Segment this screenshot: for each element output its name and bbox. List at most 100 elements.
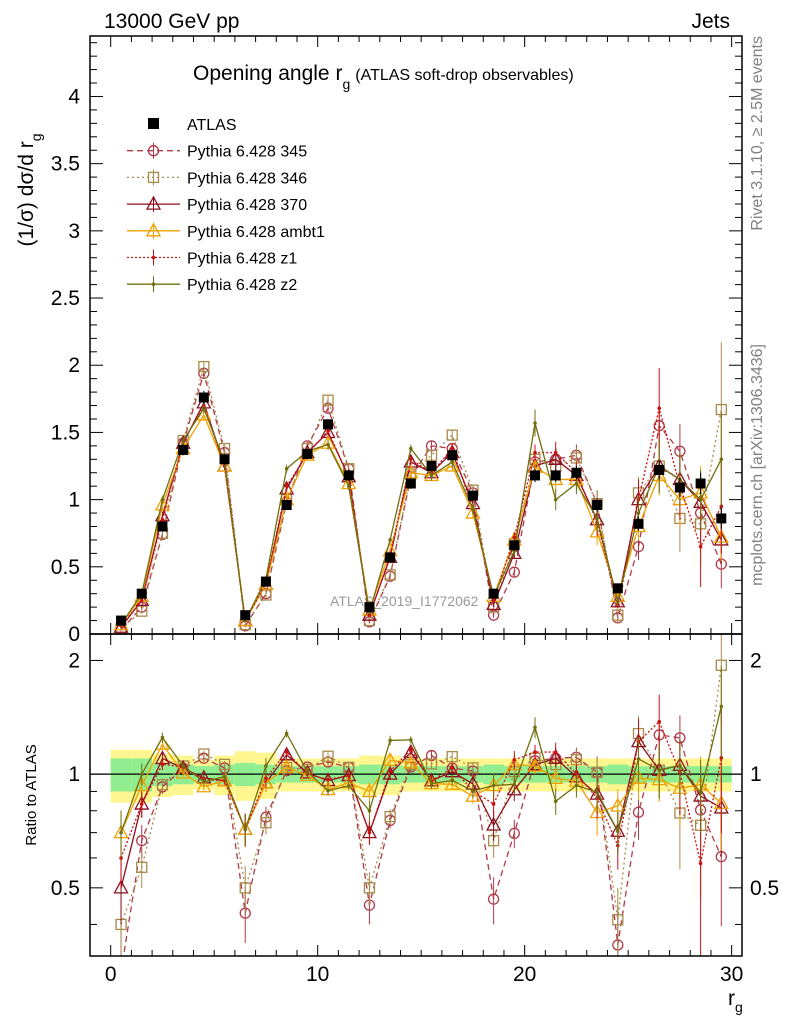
legend-label: ATLAS xyxy=(187,117,237,134)
series-point xyxy=(595,516,599,521)
series-point xyxy=(636,511,641,515)
plot-title: Opening angle rg (ATLAS soft-drop observa… xyxy=(193,62,574,92)
series-ratio-point xyxy=(326,777,330,782)
series-ratio-point xyxy=(202,779,206,784)
data-point xyxy=(550,470,561,481)
ratio-tick-label-right: 2 xyxy=(750,649,762,672)
series-ratio-point xyxy=(367,808,372,813)
legend-entry: Pythia 6.428 345 xyxy=(127,142,307,161)
ratio-ylabel: Ratio to ATLAS xyxy=(23,744,40,845)
data-point xyxy=(612,583,623,594)
analysis-watermark: ATLAS_2019_I1772062 xyxy=(330,593,479,609)
series-ratio-point xyxy=(409,747,413,752)
series-point xyxy=(548,450,564,465)
legend: ATLAS Pythia 6.428 345 Pythia 6.428 346 Pyt… xyxy=(127,117,325,294)
series-ratio-point xyxy=(382,751,398,767)
data-point xyxy=(219,454,230,465)
series-ratio-point xyxy=(218,758,231,771)
series-ratio-line xyxy=(120,742,722,833)
data-point xyxy=(281,499,292,510)
series-ratio-point xyxy=(429,781,434,786)
series-point xyxy=(346,484,351,488)
series-ratio-point xyxy=(548,770,564,785)
series-ratio-point xyxy=(264,776,268,781)
series-ratio-point xyxy=(239,882,251,894)
series-ratio-point xyxy=(113,879,129,894)
series-point xyxy=(465,504,481,519)
series-ratio-point xyxy=(553,799,558,804)
series-ratio-point xyxy=(698,861,703,866)
series-point xyxy=(491,598,496,603)
series-ratio-point xyxy=(574,783,579,788)
series-point xyxy=(326,429,330,433)
legend-label: Pythia 6.428 370 xyxy=(187,197,307,214)
series-line xyxy=(120,364,722,630)
series-ratio-point xyxy=(719,704,724,709)
series-ratio-point xyxy=(160,735,165,740)
series-ratio-point xyxy=(446,750,458,763)
series-point xyxy=(444,457,460,472)
data-point xyxy=(530,470,541,481)
plot-title-suffix: (ATLAS soft-drop observables) xyxy=(355,67,573,84)
series-point xyxy=(508,566,520,578)
series-line xyxy=(120,403,722,627)
plot-title-text: Opening angle r xyxy=(193,62,342,85)
series-ratio-point xyxy=(175,764,191,779)
series-ratio-point xyxy=(467,762,479,774)
x-tick-label: 10 xyxy=(306,963,329,986)
xlabel-text: r xyxy=(728,987,735,1010)
svg-text:(1/σ) dσ/d rg: (1/σ) dσ/d rg xyxy=(15,133,44,246)
series-ratio-point xyxy=(657,719,662,724)
series-ratio-point xyxy=(471,789,475,793)
series-point xyxy=(160,497,165,502)
legend-entry: Pythia 6.428 ambt1 xyxy=(127,222,325,241)
ratio-tick-label-right: 1 xyxy=(750,763,762,786)
y-tick-label: 3.5 xyxy=(51,153,80,176)
series-ratio-point xyxy=(346,783,351,788)
data-point xyxy=(385,552,396,563)
series-ratio-point xyxy=(403,743,419,758)
legend-label: Pythia 6.428 346 xyxy=(187,170,307,187)
series-line xyxy=(120,370,722,631)
series-ratio-point xyxy=(444,775,460,790)
series-point xyxy=(284,466,289,471)
data-point xyxy=(488,588,499,599)
series-point xyxy=(450,446,455,451)
legend-label: Pythia 6.428 z1 xyxy=(187,251,297,268)
series-ratio-point xyxy=(450,766,455,770)
series-point xyxy=(154,496,171,511)
side-label-mcplots: mcplots.cern.ch [arXiv:1306.3436] xyxy=(749,344,766,586)
series-ratio-point xyxy=(367,830,372,835)
series-ratio-line xyxy=(120,706,722,834)
series-point xyxy=(506,545,522,560)
series-ratio-line xyxy=(120,720,722,864)
series-ratio-point xyxy=(160,762,165,767)
series-point xyxy=(160,517,165,522)
series-ratio-point xyxy=(156,779,169,791)
series-point xyxy=(425,449,438,461)
legend-entry: ATLAS xyxy=(148,117,237,134)
series-point xyxy=(388,538,392,542)
series-point xyxy=(446,429,458,441)
legend-label: Pythia 6.428 z2 xyxy=(187,277,297,294)
data-point xyxy=(695,478,706,489)
header-right: Jets xyxy=(691,10,730,33)
series-ratio-point xyxy=(595,790,599,794)
data-point xyxy=(467,490,478,501)
series-point xyxy=(450,460,455,464)
series-point xyxy=(657,406,662,411)
series-point xyxy=(719,457,724,462)
series-point xyxy=(698,497,703,502)
series-ratio-point xyxy=(636,757,641,761)
series-ratio-line xyxy=(120,665,722,925)
series-ratio-point xyxy=(657,768,662,772)
legend-entry: Pythia 6.428 346 xyxy=(127,169,307,187)
series-ratio-point xyxy=(361,783,378,798)
main-ylabel: (1/σ) dσ/d rg xyxy=(15,133,44,246)
series-ratio-point xyxy=(678,763,682,768)
main-plot-area xyxy=(113,342,729,634)
series-point xyxy=(139,598,144,603)
series-ratio-point xyxy=(491,783,496,788)
y-tick-label: 1 xyxy=(68,489,80,512)
data-point xyxy=(654,465,665,476)
